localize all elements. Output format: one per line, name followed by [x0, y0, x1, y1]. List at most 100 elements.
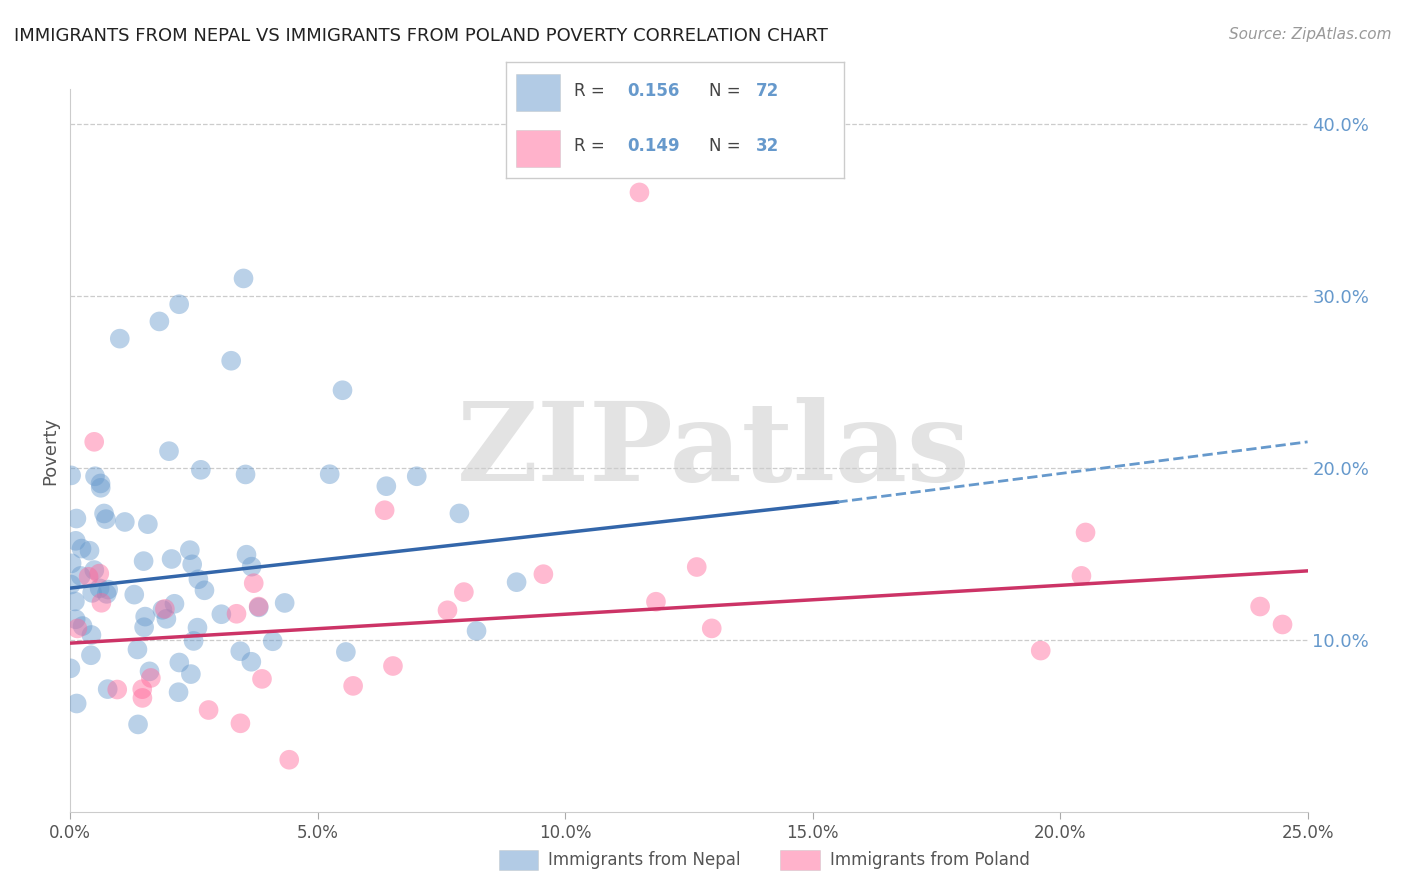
Point — [138, 665, 160, 679]
Point — [134, 609, 156, 624]
Point — [186, 621, 208, 635]
Point — [628, 186, 651, 200]
Text: R =: R = — [574, 137, 610, 155]
Text: 32: 32 — [756, 137, 779, 155]
Text: 0.156: 0.156 — [627, 82, 681, 101]
Text: 0.149: 0.149 — [627, 137, 681, 155]
Point — [197, 703, 219, 717]
Point — [89, 566, 111, 581]
Point — [242, 576, 264, 591]
Text: N =: N = — [709, 82, 745, 101]
Point — [72, 619, 94, 633]
Point — [155, 612, 177, 626]
Point — [180, 667, 202, 681]
Point — [108, 332, 131, 346]
Point — [235, 548, 257, 562]
Point — [453, 585, 475, 599]
Point — [235, 467, 257, 482]
Point — [465, 624, 488, 638]
Text: R =: R = — [574, 82, 610, 101]
Point — [80, 648, 103, 663]
Point — [318, 467, 340, 482]
Point — [153, 602, 176, 616]
Point — [127, 717, 149, 731]
Point — [332, 384, 354, 398]
Point — [122, 588, 145, 602]
Point — [90, 481, 112, 495]
Point — [505, 575, 527, 590]
Point — [262, 634, 284, 648]
Point — [181, 558, 204, 572]
Point — [89, 582, 111, 596]
Point — [90, 596, 112, 610]
Point — [449, 507, 471, 521]
Point — [136, 517, 159, 532]
Point — [69, 569, 91, 583]
Text: 72: 72 — [756, 82, 779, 101]
Point — [1029, 643, 1052, 657]
Point — [80, 628, 103, 642]
Point — [247, 600, 270, 615]
Point — [187, 572, 209, 586]
Point — [139, 671, 162, 685]
Point — [225, 607, 247, 621]
Point — [59, 577, 82, 591]
Point — [94, 512, 117, 526]
Point — [97, 582, 120, 597]
Point — [169, 656, 191, 670]
Point — [273, 596, 295, 610]
Point — [405, 469, 427, 483]
Point — [96, 587, 118, 601]
Point — [63, 594, 86, 608]
Point — [60, 557, 83, 571]
Y-axis label: Poverty: Poverty — [41, 417, 59, 484]
Point — [127, 642, 149, 657]
Point — [193, 583, 215, 598]
Point — [160, 552, 183, 566]
Point — [82, 586, 104, 600]
Point — [219, 353, 242, 368]
Point — [375, 479, 398, 493]
Point — [190, 463, 212, 477]
Point — [1271, 617, 1294, 632]
Point — [167, 685, 190, 699]
Point — [105, 682, 128, 697]
Point — [342, 679, 364, 693]
Point — [65, 533, 87, 548]
FancyBboxPatch shape — [516, 129, 560, 167]
Point — [374, 503, 396, 517]
Point — [97, 682, 120, 697]
Point — [1249, 599, 1271, 614]
Point — [232, 271, 254, 285]
Point — [240, 559, 263, 574]
Point — [65, 511, 87, 525]
Point — [247, 599, 270, 614]
Point — [250, 672, 273, 686]
Point — [335, 645, 357, 659]
Text: ZIPatlas: ZIPatlas — [457, 397, 970, 504]
Point — [148, 314, 170, 328]
Text: N =: N = — [709, 137, 745, 155]
Text: Source: ZipAtlas.com: Source: ZipAtlas.com — [1229, 27, 1392, 42]
Point — [240, 655, 263, 669]
Point — [167, 297, 190, 311]
Point — [93, 507, 115, 521]
Point — [645, 595, 668, 609]
Point — [436, 603, 458, 617]
Point — [163, 597, 186, 611]
Point — [132, 554, 155, 568]
Point — [229, 644, 252, 658]
Point — [70, 541, 93, 556]
Point — [152, 603, 174, 617]
Point — [77, 570, 100, 584]
Point — [65, 612, 87, 626]
Point — [531, 567, 554, 582]
Point — [1074, 525, 1097, 540]
Point — [66, 622, 89, 636]
Text: IMMIGRANTS FROM NEPAL VS IMMIGRANTS FROM POLAND POVERTY CORRELATION CHART: IMMIGRANTS FROM NEPAL VS IMMIGRANTS FROM… — [14, 27, 828, 45]
Point — [84, 469, 107, 483]
Text: Immigrants from Nepal: Immigrants from Nepal — [548, 851, 741, 869]
Point — [1070, 569, 1092, 583]
Point — [83, 434, 105, 449]
Point — [686, 560, 709, 574]
